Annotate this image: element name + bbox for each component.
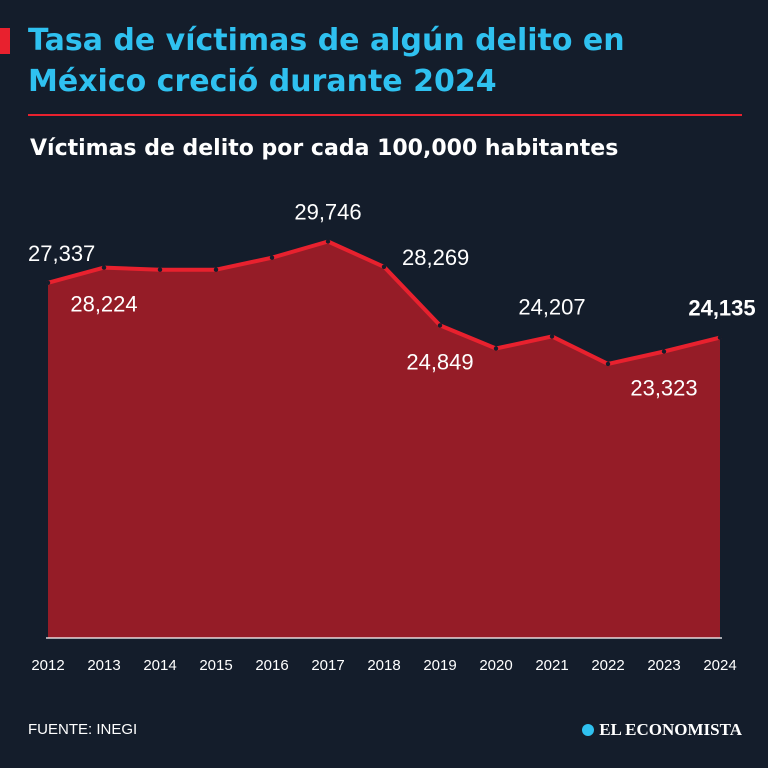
data-point (325, 239, 331, 244)
data-label: 28,269 (402, 245, 469, 270)
data-point (717, 335, 723, 340)
data-label: 24,207 (518, 294, 585, 319)
data-point (157, 267, 163, 272)
area-fill (48, 241, 720, 638)
x-tick-label: 2015 (199, 657, 232, 674)
x-tick-label: 2012 (31, 657, 64, 674)
title-accent-bar (0, 28, 10, 54)
x-tick-label: 2016 (255, 657, 288, 674)
data-label: 24,849 (406, 349, 473, 374)
data-point (269, 255, 275, 260)
x-tick-label: 2018 (367, 657, 400, 674)
data-label: 29,746 (294, 200, 361, 225)
source-note: FUENTE: INEGI (28, 721, 138, 738)
data-point (605, 361, 611, 367)
data-label: 28,224 (70, 292, 137, 317)
data-point (661, 349, 667, 354)
data-label: 27,337 (28, 241, 95, 266)
data-point (549, 334, 555, 339)
x-tick-label: 2022 (591, 657, 624, 674)
data-label: 23,323 (630, 376, 697, 401)
data-point (45, 280, 51, 285)
brand-logo: EL ECONOMISTA (582, 720, 742, 740)
x-tick-label: 2021 (535, 657, 568, 674)
data-point (381, 264, 387, 269)
x-tick-label: 2019 (423, 657, 456, 674)
data-point (101, 265, 107, 270)
x-tick-label: 2017 (311, 657, 344, 674)
title-divider (28, 114, 742, 116)
x-tick-label: 2024 (703, 657, 736, 674)
data-point (437, 323, 443, 328)
data-point (213, 267, 219, 272)
x-tick-label: 2023 (647, 657, 680, 674)
chart-subtitle: Víctimas de delito por cada 100,000 habi… (30, 136, 619, 161)
x-tick-label: 2013 (87, 657, 120, 674)
brand-name: EL ECONOMISTA (599, 720, 742, 739)
x-tick-label: 2020 (479, 657, 512, 674)
page-title: Tasa de víctimas de algún delito en Méxi… (28, 23, 625, 99)
data-label: 24,135 (688, 296, 755, 321)
x-tick-label: 2014 (143, 657, 176, 674)
brand-dot-icon (582, 724, 595, 736)
data-point (493, 346, 499, 351)
